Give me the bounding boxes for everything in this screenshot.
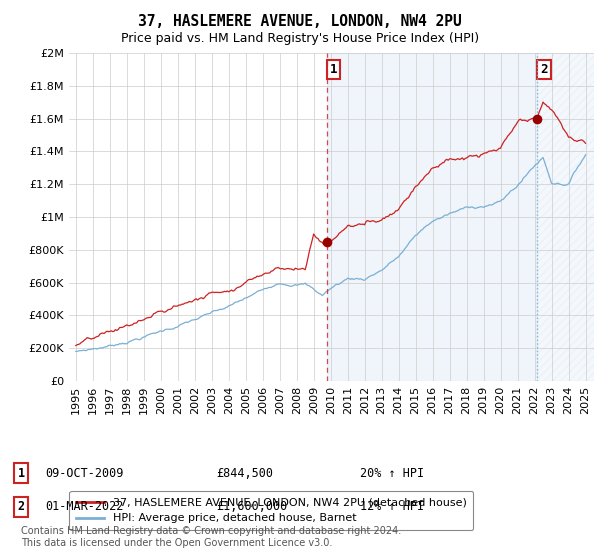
Bar <box>538 53 594 381</box>
Text: £1,600,000: £1,600,000 <box>216 500 287 514</box>
Text: 37, HASLEMERE AVENUE, LONDON, NW4 2PU: 37, HASLEMERE AVENUE, LONDON, NW4 2PU <box>138 14 462 29</box>
Text: 2: 2 <box>17 500 25 514</box>
Text: 12% ↑ HPI: 12% ↑ HPI <box>360 500 424 514</box>
Text: 20% ↑ HPI: 20% ↑ HPI <box>360 466 424 480</box>
Legend: 37, HASLEMERE AVENUE, LONDON, NW4 2PU (detached house), HPI: Average price, deta: 37, HASLEMERE AVENUE, LONDON, NW4 2PU (d… <box>70 491 473 530</box>
Text: 1: 1 <box>329 63 337 76</box>
Text: 2: 2 <box>540 63 547 76</box>
Bar <box>327 53 538 381</box>
Text: 1: 1 <box>17 466 25 480</box>
Text: 01-MAR-2022: 01-MAR-2022 <box>45 500 124 514</box>
Text: Price paid vs. HM Land Registry's House Price Index (HPI): Price paid vs. HM Land Registry's House … <box>121 32 479 45</box>
Text: 09-OCT-2009: 09-OCT-2009 <box>45 466 124 480</box>
Text: £844,500: £844,500 <box>216 466 273 480</box>
Text: Contains HM Land Registry data © Crown copyright and database right 2024.
This d: Contains HM Land Registry data © Crown c… <box>21 526 401 548</box>
